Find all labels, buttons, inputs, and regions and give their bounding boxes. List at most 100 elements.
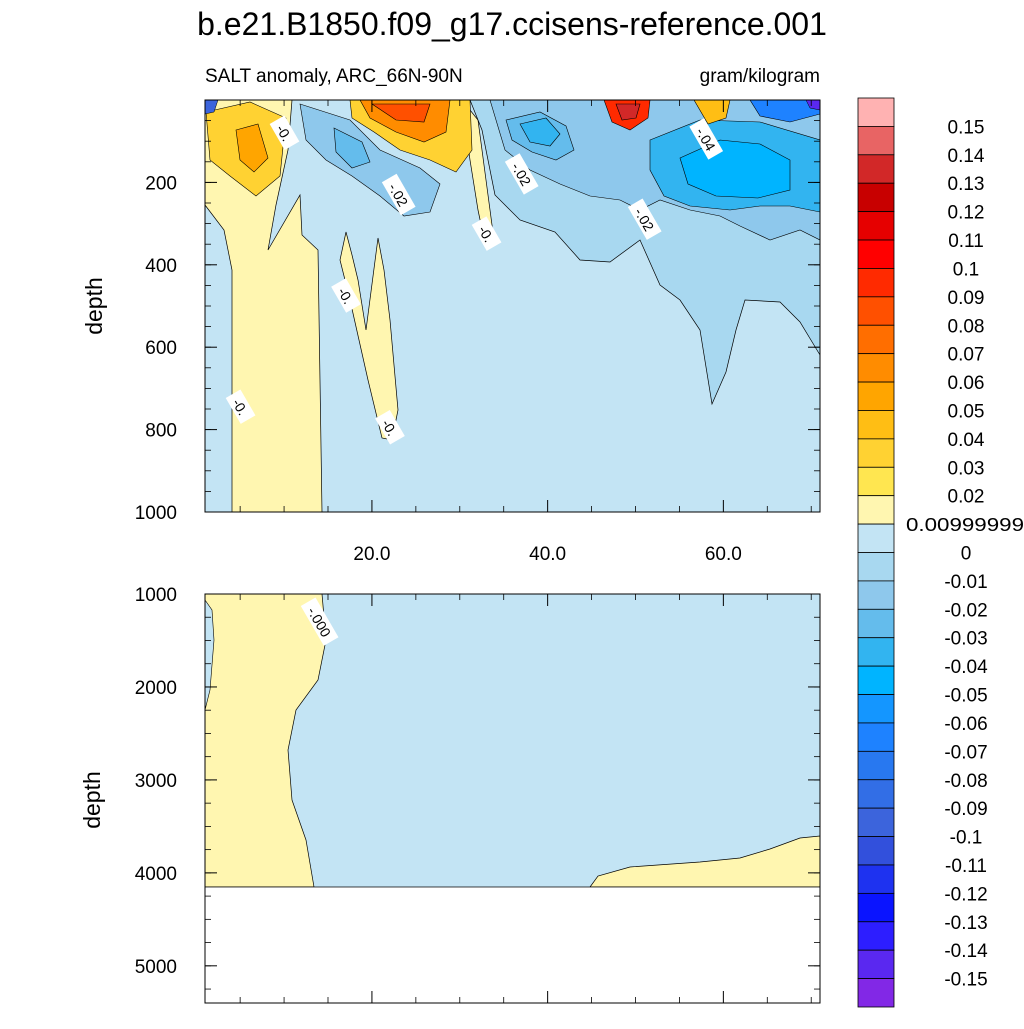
upper-positive-cluster-mid-inner <box>371 103 431 123</box>
colorbar-box <box>857 836 895 866</box>
colorbar-label: 0.07 <box>948 345 985 366</box>
lower-field <box>205 594 820 1003</box>
y-tick-label: 3000 <box>135 771 177 792</box>
colorbar-label: -0.11 <box>945 856 987 877</box>
lower-negative-sliver <box>205 599 215 711</box>
colorbar-box <box>857 296 895 326</box>
subtitle-left: SALT anomaly, ARC_66N-90N <box>205 66 463 87</box>
y-tick-label: 800 <box>145 421 177 442</box>
colorbar-label: -0.06 <box>944 714 987 735</box>
colorbar-label: -0.09 <box>944 799 987 820</box>
colorbar-box <box>857 495 895 525</box>
colorbar-label: -0.04 <box>944 657 988 678</box>
contour-label: -0. <box>331 278 361 313</box>
colorbar-label: 0.04 <box>948 430 985 451</box>
upper-negative-left-core <box>333 127 371 169</box>
y-tick-label: 5000 <box>135 957 177 978</box>
colorbar-label: 0.1 <box>953 259 979 280</box>
lower-y-axis-label: depth <box>79 771 105 829</box>
colorbar-box <box>857 608 895 639</box>
contour-label-text: -0. <box>229 396 251 418</box>
colorbar-box <box>857 211 895 241</box>
colorbar-label: 0.02 <box>948 487 985 508</box>
colorbar-label: -0.01 <box>944 572 987 593</box>
contour-label: -0. <box>225 389 256 424</box>
contour-label-text: -0. <box>378 416 400 438</box>
colorbar-label: -0.03 <box>944 629 987 650</box>
y-tick-label: 1000 <box>135 503 177 524</box>
colorbar-label: 0.13 <box>948 174 985 195</box>
colorbar-box <box>857 921 895 951</box>
colorbar-label: -0.07 <box>944 742 987 763</box>
y-tick-label: 600 <box>145 338 177 359</box>
colorbar-box <box>857 978 895 1008</box>
colorbar-box <box>857 353 895 383</box>
x-tick-label: 40.0 <box>529 544 566 565</box>
colorbar-box <box>857 324 895 355</box>
colorbar-label: 0.12 <box>948 203 985 224</box>
colorbar-label: 0.11 <box>948 231 984 252</box>
x-tick-label: 20.0 <box>353 544 390 565</box>
lower-ticks: 1000 2000 3000 4000 5000 <box>135 585 820 1003</box>
upper-surface-left-blue <box>205 100 219 115</box>
colorbar-label: -0.15 <box>944 970 987 991</box>
colorbar-box <box>857 949 895 979</box>
colorbar-box <box>857 154 895 184</box>
colorbar-box <box>857 665 895 695</box>
colorbar-box <box>857 552 895 582</box>
colorbar-box <box>857 466 895 497</box>
y-tick-label: 400 <box>145 256 177 277</box>
colorbar-box <box>857 239 895 269</box>
colorbar-box <box>857 182 895 213</box>
colorbar-label: -0.05 <box>944 686 987 707</box>
colorbar-label: -0.12 <box>944 884 987 905</box>
colorbar-label: -0.08 <box>944 771 987 792</box>
upper-surface-purple <box>805 100 820 111</box>
colorbar-box <box>857 438 895 468</box>
upper-positive-tongue <box>339 231 399 441</box>
lower-below-bottom <box>205 887 820 1003</box>
y-tick-label: 4000 <box>135 864 177 885</box>
colorbar-label: 0.15 <box>948 117 985 138</box>
colorbar-box <box>857 580 895 610</box>
colorbar-label: 0.08 <box>948 316 985 337</box>
units-label: gram/kilogram <box>700 66 820 87</box>
upper-y-axis-label: depth <box>81 277 107 335</box>
colorbar-box <box>857 694 895 724</box>
colorbar-box <box>857 523 895 553</box>
y-tick-label: 200 <box>145 173 177 194</box>
upper-negative-patch-mid-core <box>519 117 561 147</box>
upper-surface-warm <box>693 100 731 125</box>
colorbar: 0.15 0.14 0.13 0.12 0.11 0.1 0.09 0.08 0.07 0.06 0… <box>857 97 1024 1008</box>
colorbar-box <box>857 410 895 440</box>
colorbar-label: 0.14 <box>948 146 985 167</box>
contour-label: -0. <box>471 216 502 251</box>
colorbar-label: 0.00999999 <box>906 515 1024 535</box>
plot-title: b.e21.B1850.f09_g17.ccisens-reference.00… <box>197 6 827 42</box>
x-tick-label: 60.0 <box>705 544 742 565</box>
colorbar-box <box>857 268 895 298</box>
colorbar-label: 0.06 <box>948 373 985 394</box>
colorbar-box <box>857 722 895 752</box>
contour-label-text: -0. <box>475 223 497 245</box>
colorbar-box <box>857 779 895 809</box>
colorbar-box <box>857 637 895 667</box>
contour-label: -0. <box>375 410 405 445</box>
colorbar-label: -0.1 <box>950 828 983 849</box>
colorbar-label: 0.09 <box>948 288 985 309</box>
colorbar-label: -0.02 <box>944 600 987 621</box>
colorbar-box <box>857 750 895 781</box>
upper-ticks: 200 400 600 800 1000 20.0 40.0 60.0 <box>135 99 820 565</box>
colorbar-label: -0.14 <box>944 941 988 962</box>
contour-label-text: -0. <box>273 122 295 144</box>
colorbar-box <box>857 807 895 837</box>
y-tick-label: 1000 <box>135 585 177 606</box>
colorbar-label: -0.13 <box>944 913 987 934</box>
colorbar-box <box>857 126 895 156</box>
lower-frame <box>204 593 821 1004</box>
colorbar-label: 0.03 <box>948 458 985 479</box>
y-tick-label: 2000 <box>135 678 177 699</box>
contour-label: -0. <box>269 115 300 150</box>
